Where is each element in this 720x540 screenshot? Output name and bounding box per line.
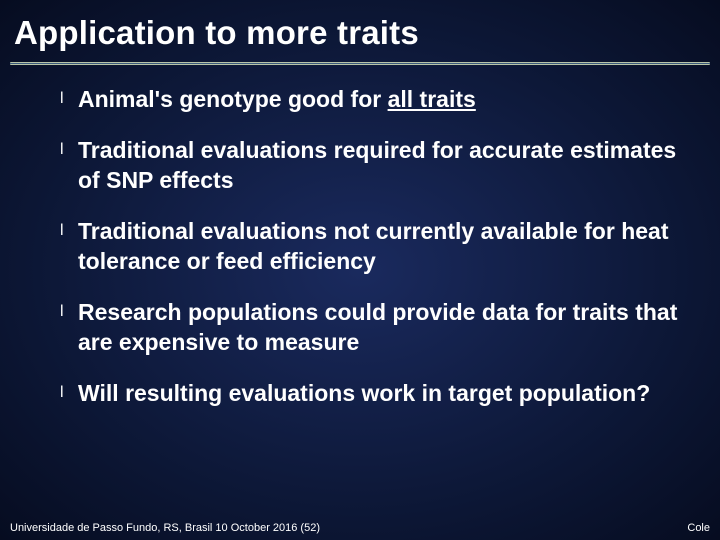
bullet-icon: l [60, 298, 78, 326]
title-rule-inner [10, 63, 710, 64]
bullet-icon: l [60, 85, 78, 113]
bullet-text-pre: Traditional evaluations not currently av… [78, 218, 669, 273]
footer: Universidade de Passo Fundo, RS, Brasil … [0, 522, 720, 534]
list-item: l Animal's genotype good for all traits [60, 85, 686, 114]
title-rule [10, 62, 710, 65]
bullet-text: Will resulting evaluations work in targe… [78, 379, 686, 408]
list-item: l Traditional evaluations required for a… [60, 136, 686, 195]
bullet-text: Research populations could provide data … [78, 298, 686, 357]
bullet-text-pre: Will resulting evaluations work in targe… [78, 380, 650, 406]
bullet-icon: l [60, 136, 78, 164]
bullet-text-pre: Animal's genotype good for [78, 86, 388, 112]
bullet-icon: l [60, 379, 78, 407]
bullet-text-underlined: all traits [388, 86, 476, 112]
list-item: l Traditional evaluations not currently … [60, 217, 686, 276]
bullet-list: l Animal's genotype good for all traits … [0, 65, 720, 409]
bullet-icon: l [60, 217, 78, 245]
bullet-text-pre: Traditional evaluations required for acc… [78, 137, 676, 192]
bullet-text-pre: Research populations could provide data … [78, 299, 677, 354]
slide-title: Application to more traits [0, 0, 720, 52]
footer-left: Universidade de Passo Fundo, RS, Brasil … [10, 522, 320, 534]
bullet-text: Traditional evaluations not currently av… [78, 217, 686, 276]
list-item: l Will resulting evaluations work in tar… [60, 379, 686, 408]
footer-right: Cole [687, 522, 710, 534]
bullet-text: Animal's genotype good for all traits [78, 85, 686, 114]
list-item: l Research populations could provide dat… [60, 298, 686, 357]
bullet-text: Traditional evaluations required for acc… [78, 136, 686, 195]
